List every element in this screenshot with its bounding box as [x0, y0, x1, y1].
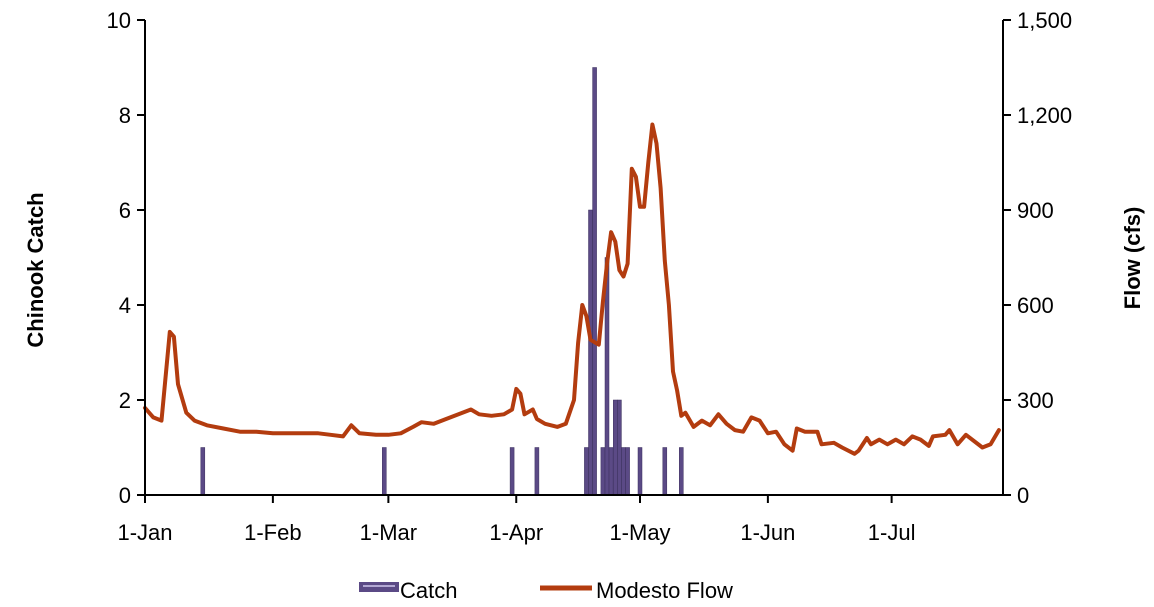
legend-catch-label: Catch — [400, 578, 457, 603]
axes — [144, 20, 1004, 496]
right-axis-title: Flow (cfs) — [1120, 207, 1145, 310]
catch-bar — [608, 447, 614, 496]
x-tick-label: 1-May — [609, 520, 670, 545]
catch-bar — [509, 447, 515, 496]
right-tick-label: 900 — [1017, 198, 1054, 223]
flow-line-layer — [143, 122, 1001, 456]
catch-bar — [584, 447, 589, 496]
x-tick-label: 1-Jun — [740, 520, 795, 545]
catch-bar — [534, 447, 540, 496]
catch-bar — [662, 447, 668, 496]
catch-bar — [617, 399, 622, 496]
left-tick-label: 0 — [119, 483, 131, 508]
catch-bar — [679, 447, 684, 496]
catch-bar — [613, 399, 618, 496]
right-tick-label: 300 — [1017, 388, 1054, 413]
catch-bar — [625, 447, 630, 496]
flow-line — [143, 122, 1001, 456]
ticks: 0 2 4 6 8 10 0 300 600 900 1,200 1,500 1-Jan 1-Feb 1-M… — [107, 8, 1073, 545]
right-tick-label: 0 — [1017, 483, 1029, 508]
left-tick-label: 10 — [107, 8, 131, 33]
x-tick-label: 1-Apr — [489, 520, 543, 545]
right-tick-label: 600 — [1017, 293, 1054, 318]
x-tick-label: 1-Jan — [117, 520, 172, 545]
left-tick-label: 8 — [119, 103, 131, 128]
x-tick-label: 1-Feb — [244, 520, 301, 545]
catch-bar — [588, 209, 593, 496]
catch-bar — [200, 447, 206, 496]
x-tick-label: 1-Jul — [868, 520, 916, 545]
catch-bar — [600, 447, 606, 496]
legend-flow-label: Modesto Flow — [596, 578, 733, 603]
catch-bar — [637, 447, 643, 496]
x-tick-label: 1-Mar — [360, 520, 417, 545]
left-tick-label: 4 — [119, 293, 131, 318]
catch-bars — [200, 67, 684, 496]
left-axis-title: Chinook Catch — [23, 192, 48, 347]
legend: Catch Modesto Flow — [359, 578, 733, 603]
catch-bar — [621, 447, 626, 496]
left-tick-label: 2 — [119, 388, 131, 413]
catch-bar — [382, 447, 387, 496]
right-tick-label: 1,200 — [1017, 103, 1072, 128]
catch-bar — [592, 67, 597, 496]
right-tick-label: 1,500 — [1017, 8, 1072, 33]
left-tick-label: 6 — [119, 198, 131, 223]
